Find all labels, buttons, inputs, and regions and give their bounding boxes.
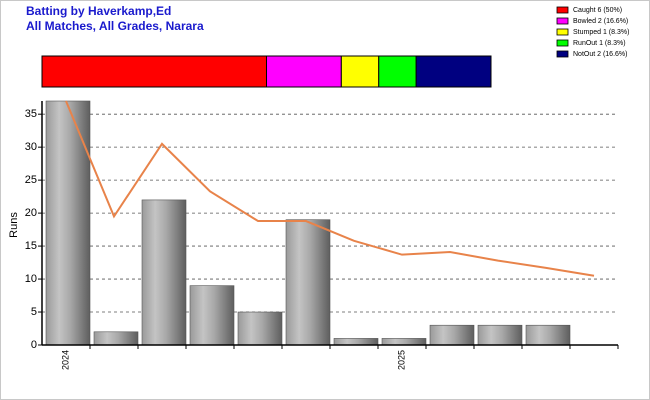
share-segment	[340, 55, 380, 88]
bar	[525, 324, 571, 346]
x-tick-label: 2024	[60, 350, 70, 370]
subtitle: All Matches, All Grades, Narara	[26, 19, 204, 33]
bar	[141, 199, 187, 346]
share-segment	[266, 55, 342, 88]
y-tick-label: 35	[25, 108, 37, 120]
bar	[45, 100, 91, 346]
legend-label: Caught 6 (50%)	[573, 7, 622, 14]
y-tick-label: 25	[25, 174, 37, 186]
bar	[429, 324, 475, 346]
legend-swatch	[556, 28, 569, 36]
bar	[93, 331, 139, 346]
title: Batting by Haverkamp,Ed	[26, 4, 171, 18]
legend-swatch	[556, 6, 569, 14]
legend-label: NotOut 2 (16.6%)	[573, 51, 627, 58]
bar	[333, 338, 379, 346]
average-line	[65, 100, 595, 277]
legend-swatch	[556, 17, 569, 25]
share-segment	[378, 55, 417, 88]
y-tick-label: 5	[31, 306, 37, 318]
legend-swatch	[556, 39, 569, 47]
legend-swatch	[556, 50, 569, 58]
x-tick-label: 2025	[396, 350, 406, 370]
legend-label: RunOut 1 (8.3%)	[573, 40, 626, 47]
legend-label: Bowled 2 (16.6%)	[573, 18, 628, 25]
share-segment	[41, 55, 267, 88]
bar	[189, 285, 235, 346]
legend-label: Stumped 1 (8.3%)	[573, 29, 629, 36]
share-segment	[415, 55, 492, 88]
bar	[237, 311, 283, 346]
y-axis-label: Runs	[8, 212, 20, 238]
y-tick-label: 15	[25, 240, 37, 252]
y-tick-label: 30	[25, 141, 37, 153]
bar	[285, 219, 331, 346]
bar	[477, 324, 523, 346]
y-tick-label: 20	[25, 207, 37, 219]
bar	[381, 338, 427, 346]
y-tick-label: 0	[31, 339, 37, 351]
y-tick-label: 10	[25, 273, 37, 285]
